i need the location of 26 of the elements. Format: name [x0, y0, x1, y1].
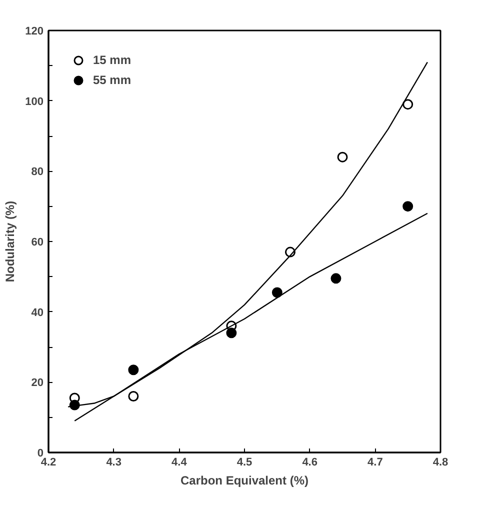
- y-tick-label: 0: [37, 448, 44, 460]
- x-tick-label: 4.7: [368, 456, 383, 468]
- x-tick-label: 4.2: [40, 456, 56, 468]
- x-axis-title: Carbon Equivalent (%): [180, 474, 309, 488]
- legend-label: 55 mm: [93, 73, 132, 87]
- y-axis-title: Nodularity (%): [3, 200, 18, 282]
- x-tick-label: 4.3: [106, 456, 122, 468]
- point: [272, 287, 282, 298]
- legend-label: 15 mm: [93, 53, 132, 67]
- point: [128, 364, 139, 376]
- point: [128, 390, 139, 402]
- y-tick-label: 80: [31, 166, 44, 178]
- x-tick-label: 4.8: [432, 456, 448, 468]
- x-tick-label: 4.6: [302, 456, 318, 468]
- y-tick-label: 100: [25, 96, 44, 108]
- point: [330, 273, 342, 284]
- point: [402, 99, 414, 110]
- y-tick-label: 60: [31, 236, 44, 248]
- x-tick-label: 4.4: [172, 456, 188, 468]
- x-tick-label: 4.5: [236, 456, 252, 468]
- point: [337, 152, 348, 162]
- point: [402, 201, 414, 212]
- point: [226, 328, 237, 338]
- y-tick-label: 20: [31, 377, 44, 390]
- y-tick-label: 120: [25, 26, 44, 38]
- y-tick-label: 40: [31, 306, 44, 319]
